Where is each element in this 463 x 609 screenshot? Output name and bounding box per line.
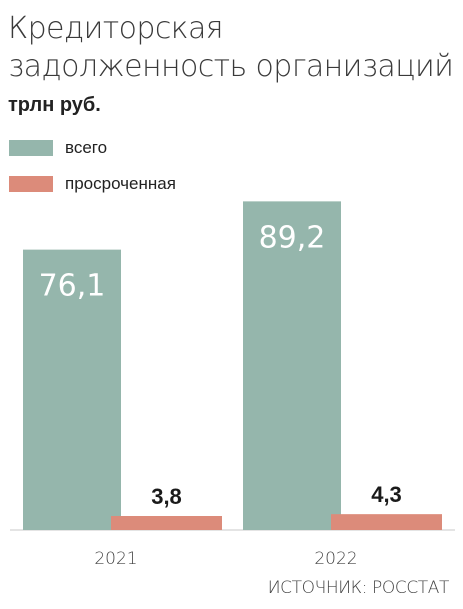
data-label-total-2021: 76,1 — [39, 269, 106, 304]
category-label-2022: 2022 — [314, 549, 357, 569]
legend-label-total: всего — [65, 138, 108, 157]
category-label-2021: 2021 — [94, 549, 137, 569]
legend-swatch-overdue — [9, 176, 53, 192]
unit-label: трлн руб. — [8, 94, 101, 116]
chart-title: Кредиторская задолженность организаций — [8, 11, 454, 84]
data-label-overdue-2021: 3,8 — [151, 484, 182, 509]
bar-total-2021 — [23, 249, 121, 530]
data-label-overdue-2022: 4,3 — [371, 482, 402, 507]
legend-swatch-total — [9, 140, 53, 156]
bar-total-2022 — [243, 201, 341, 531]
source-note: ИСТОЧНИК: РОССТАТ — [267, 578, 450, 598]
data-label-total-2022: 89,2 — [259, 220, 326, 255]
legend-label-overdue: просроченная — [65, 174, 176, 193]
legend-item-overdue: просроченная — [9, 174, 176, 194]
bar-overdue-2021 — [111, 516, 222, 530]
bar-overdue-2022 — [331, 514, 442, 530]
legend-item-total: всего — [9, 138, 107, 158]
